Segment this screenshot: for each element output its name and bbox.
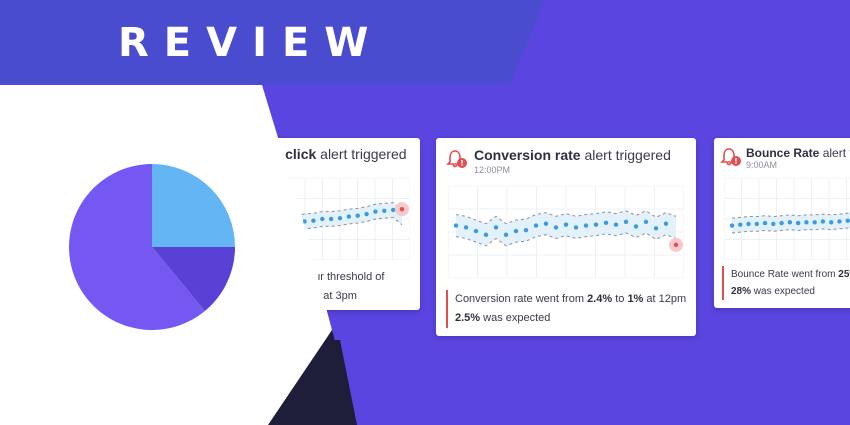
data-point <box>573 225 579 230</box>
data-point <box>373 209 378 214</box>
alert-card-conversion-rate-chart <box>448 186 684 278</box>
pie-slice-dark-purple <box>152 247 235 311</box>
data-point <box>513 228 519 234</box>
banner-title: REVIEW <box>118 20 384 66</box>
data-point <box>523 227 529 233</box>
data-point <box>623 219 629 225</box>
data-point <box>804 220 809 225</box>
data-point <box>787 220 793 225</box>
alert-card-conversion-rate[interactable]: Conversion rate alert triggered 12:00PM … <box>436 138 696 336</box>
dark-corner-front <box>268 330 357 425</box>
alert-card-bounce-rate-time: 9:00AM <box>746 160 778 170</box>
data-point <box>771 221 776 227</box>
data-point <box>583 223 589 228</box>
data-point <box>845 218 850 223</box>
data-point <box>463 225 469 230</box>
alert-card-conversion-rate-text: Conversion rate went from 2.4% to 1% at … <box>446 290 686 328</box>
data-point <box>663 221 669 226</box>
data-point <box>603 220 609 225</box>
data-point <box>553 225 559 230</box>
data-point <box>346 214 352 219</box>
data-point <box>633 224 639 229</box>
alert-card-bounce-rate-text: Bounce Rate went from 25% 28% was expect… <box>722 266 850 300</box>
data-point <box>643 219 649 225</box>
data-point <box>355 213 360 218</box>
data-point <box>328 216 334 222</box>
data-point <box>364 211 369 217</box>
data-point <box>320 216 325 222</box>
alert-card-bounce-rate[interactable]: Bounce Rate alert triggered 9:00AM Bounc… <box>714 138 850 308</box>
data-point <box>795 220 801 226</box>
alert-card-bounce-rate-title: Bounce Rate alert triggered <box>746 146 850 160</box>
data-point <box>493 225 499 230</box>
data-point <box>754 221 759 227</box>
alert-bell-icon <box>720 148 741 166</box>
data-point <box>762 220 768 226</box>
data-point <box>503 232 509 237</box>
data-point <box>593 222 599 227</box>
data-point <box>483 232 489 237</box>
band-lower-line <box>731 227 850 234</box>
data-point <box>837 219 842 224</box>
data-point <box>729 223 735 228</box>
data-point <box>738 222 743 227</box>
data-point <box>302 219 307 224</box>
data-point <box>820 219 826 224</box>
pie-slice-light-blue <box>152 164 235 247</box>
title-banner <box>0 0 545 84</box>
data-point <box>453 223 459 228</box>
data-point <box>382 208 387 213</box>
alert-card-bounce-rate-chart <box>724 178 850 260</box>
data-point <box>533 223 539 228</box>
data-point <box>311 218 316 223</box>
data-point <box>473 228 479 234</box>
data-point <box>746 221 751 227</box>
alert-point <box>673 242 679 248</box>
data-point <box>829 220 834 225</box>
data-point <box>390 207 396 213</box>
alert-bell-icon <box>446 150 467 168</box>
data-point <box>613 222 619 227</box>
band-upper-line <box>731 212 850 219</box>
data-point <box>812 220 817 225</box>
data-point <box>337 215 343 221</box>
alert-point <box>399 206 405 212</box>
pie-chart <box>68 164 235 330</box>
expected-band <box>456 210 676 246</box>
alert-card-conversion-rate-title: Conversion rate alert triggered <box>474 147 671 163</box>
data-point <box>563 222 569 227</box>
data-point <box>543 221 549 226</box>
alert-card-conversion-rate-time: 12:00PM <box>474 165 511 175</box>
pie-slice-purple <box>68 164 205 330</box>
data-point <box>779 220 784 226</box>
data-point <box>653 226 659 231</box>
